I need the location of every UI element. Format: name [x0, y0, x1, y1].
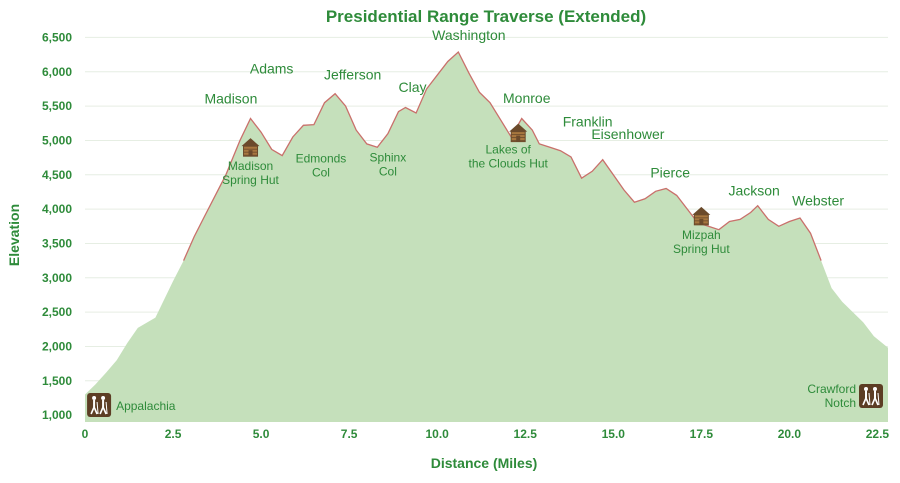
y-tick-label-2: 2,000 — [42, 339, 72, 353]
x-tick-label-2: 5.0 — [253, 427, 270, 441]
peak-label-madison: Madison — [204, 91, 257, 107]
y-tick-label-1: 1,500 — [42, 374, 72, 388]
y-tick-label-10: 6,000 — [42, 65, 72, 79]
col-label-11: Edmonds — [296, 152, 347, 166]
hut-label-14: Lakes of — [486, 143, 532, 157]
x-tick-label-5: 12.5 — [514, 427, 538, 441]
trailhead-label-appalachia: Appalachia — [116, 399, 176, 413]
y-tick-label-7: 4,500 — [42, 168, 72, 182]
trailhead-label-crawford-line2: Notch — [825, 396, 856, 410]
peak-label-jefferson: Jefferson — [324, 66, 381, 82]
peak-label-franklin: Franklin — [563, 113, 613, 129]
y-tick-label-0: 1,000 — [42, 408, 72, 422]
hiker-icon-appalachia — [87, 393, 112, 417]
x-tick-label-7: 17.5 — [690, 427, 714, 441]
peak-label-washington: Washington — [432, 27, 505, 43]
hut-icon-13 — [241, 138, 260, 157]
y-tick-label-4: 3,000 — [42, 271, 72, 285]
x-tick-label-8: 20.0 — [778, 427, 802, 441]
hut-label-13: Madison — [228, 159, 273, 173]
hut-label-15: Mizpah — [682, 228, 721, 242]
hut-icon-14 — [509, 123, 528, 143]
chart-title: Presidential Range Traverse (Extended) — [326, 7, 646, 26]
y-axis-title: Elevation — [6, 204, 22, 266]
y-axis-ticks: 1,000 1,500 2,000 2,500 3,000 3,500 4,000 4,500… — [42, 30, 72, 422]
hiker-icon-crawford-notch — [859, 384, 883, 408]
trailhead-label-crawford: Crawford — [807, 382, 856, 396]
plot-area — [85, 50, 888, 422]
hut-label-line2-15: Spring Hut — [673, 242, 730, 256]
elevation-ridge-line-0 — [183, 50, 822, 261]
x-tick-label-4: 10.0 — [426, 427, 450, 441]
col-label-line2-12: Col — [379, 164, 397, 178]
peak-label-adams: Adams — [250, 61, 294, 77]
x-tick-label-9: 22.5 — [866, 427, 890, 441]
elevation-area — [85, 52, 888, 422]
y-tick-label-3: 2,500 — [42, 305, 72, 319]
y-tick-label-6: 4,000 — [42, 202, 72, 216]
annotations: Madison Adams Jefferson Clay Washington Monro… — [87, 27, 883, 417]
peak-label-monroe: Monroe — [503, 90, 551, 106]
peak-label-webster: Webster — [792, 192, 844, 208]
x-tick-label-3: 7.5 — [341, 427, 358, 441]
peak-label-clay: Clay — [399, 79, 427, 95]
peak-label-jackson: Jackson — [728, 183, 779, 199]
hut-icon-15 — [692, 206, 711, 226]
peak-label-eisenhower: Eisenhower — [591, 126, 664, 142]
hut-label-line2-13: Spring Hut — [222, 173, 279, 187]
y-tick-label-11: 6,500 — [42, 30, 72, 44]
y-tick-label-9: 5,500 — [42, 99, 72, 113]
y-tick-label-8: 5,000 — [42, 133, 72, 147]
x-axis-ticks: 0 2.5 5.0 7.5 10.0 12.5 15.0 17.5 20.0 22.5 — [82, 427, 890, 441]
x-tick-label-1: 2.5 — [165, 427, 182, 441]
y-tick-label-5: 3,500 — [42, 236, 72, 250]
hut-label-line2-14: the Clouds Hut — [469, 157, 549, 171]
col-label-12: Sphinx — [370, 150, 407, 164]
col-label-line2-11: Col — [312, 166, 330, 180]
x-axis-title: Distance (Miles) — [431, 455, 538, 471]
x-tick-label-0: 0 — [82, 427, 89, 441]
peak-label-pierce: Pierce — [650, 165, 690, 181]
x-tick-label-6: 15.0 — [602, 427, 626, 441]
